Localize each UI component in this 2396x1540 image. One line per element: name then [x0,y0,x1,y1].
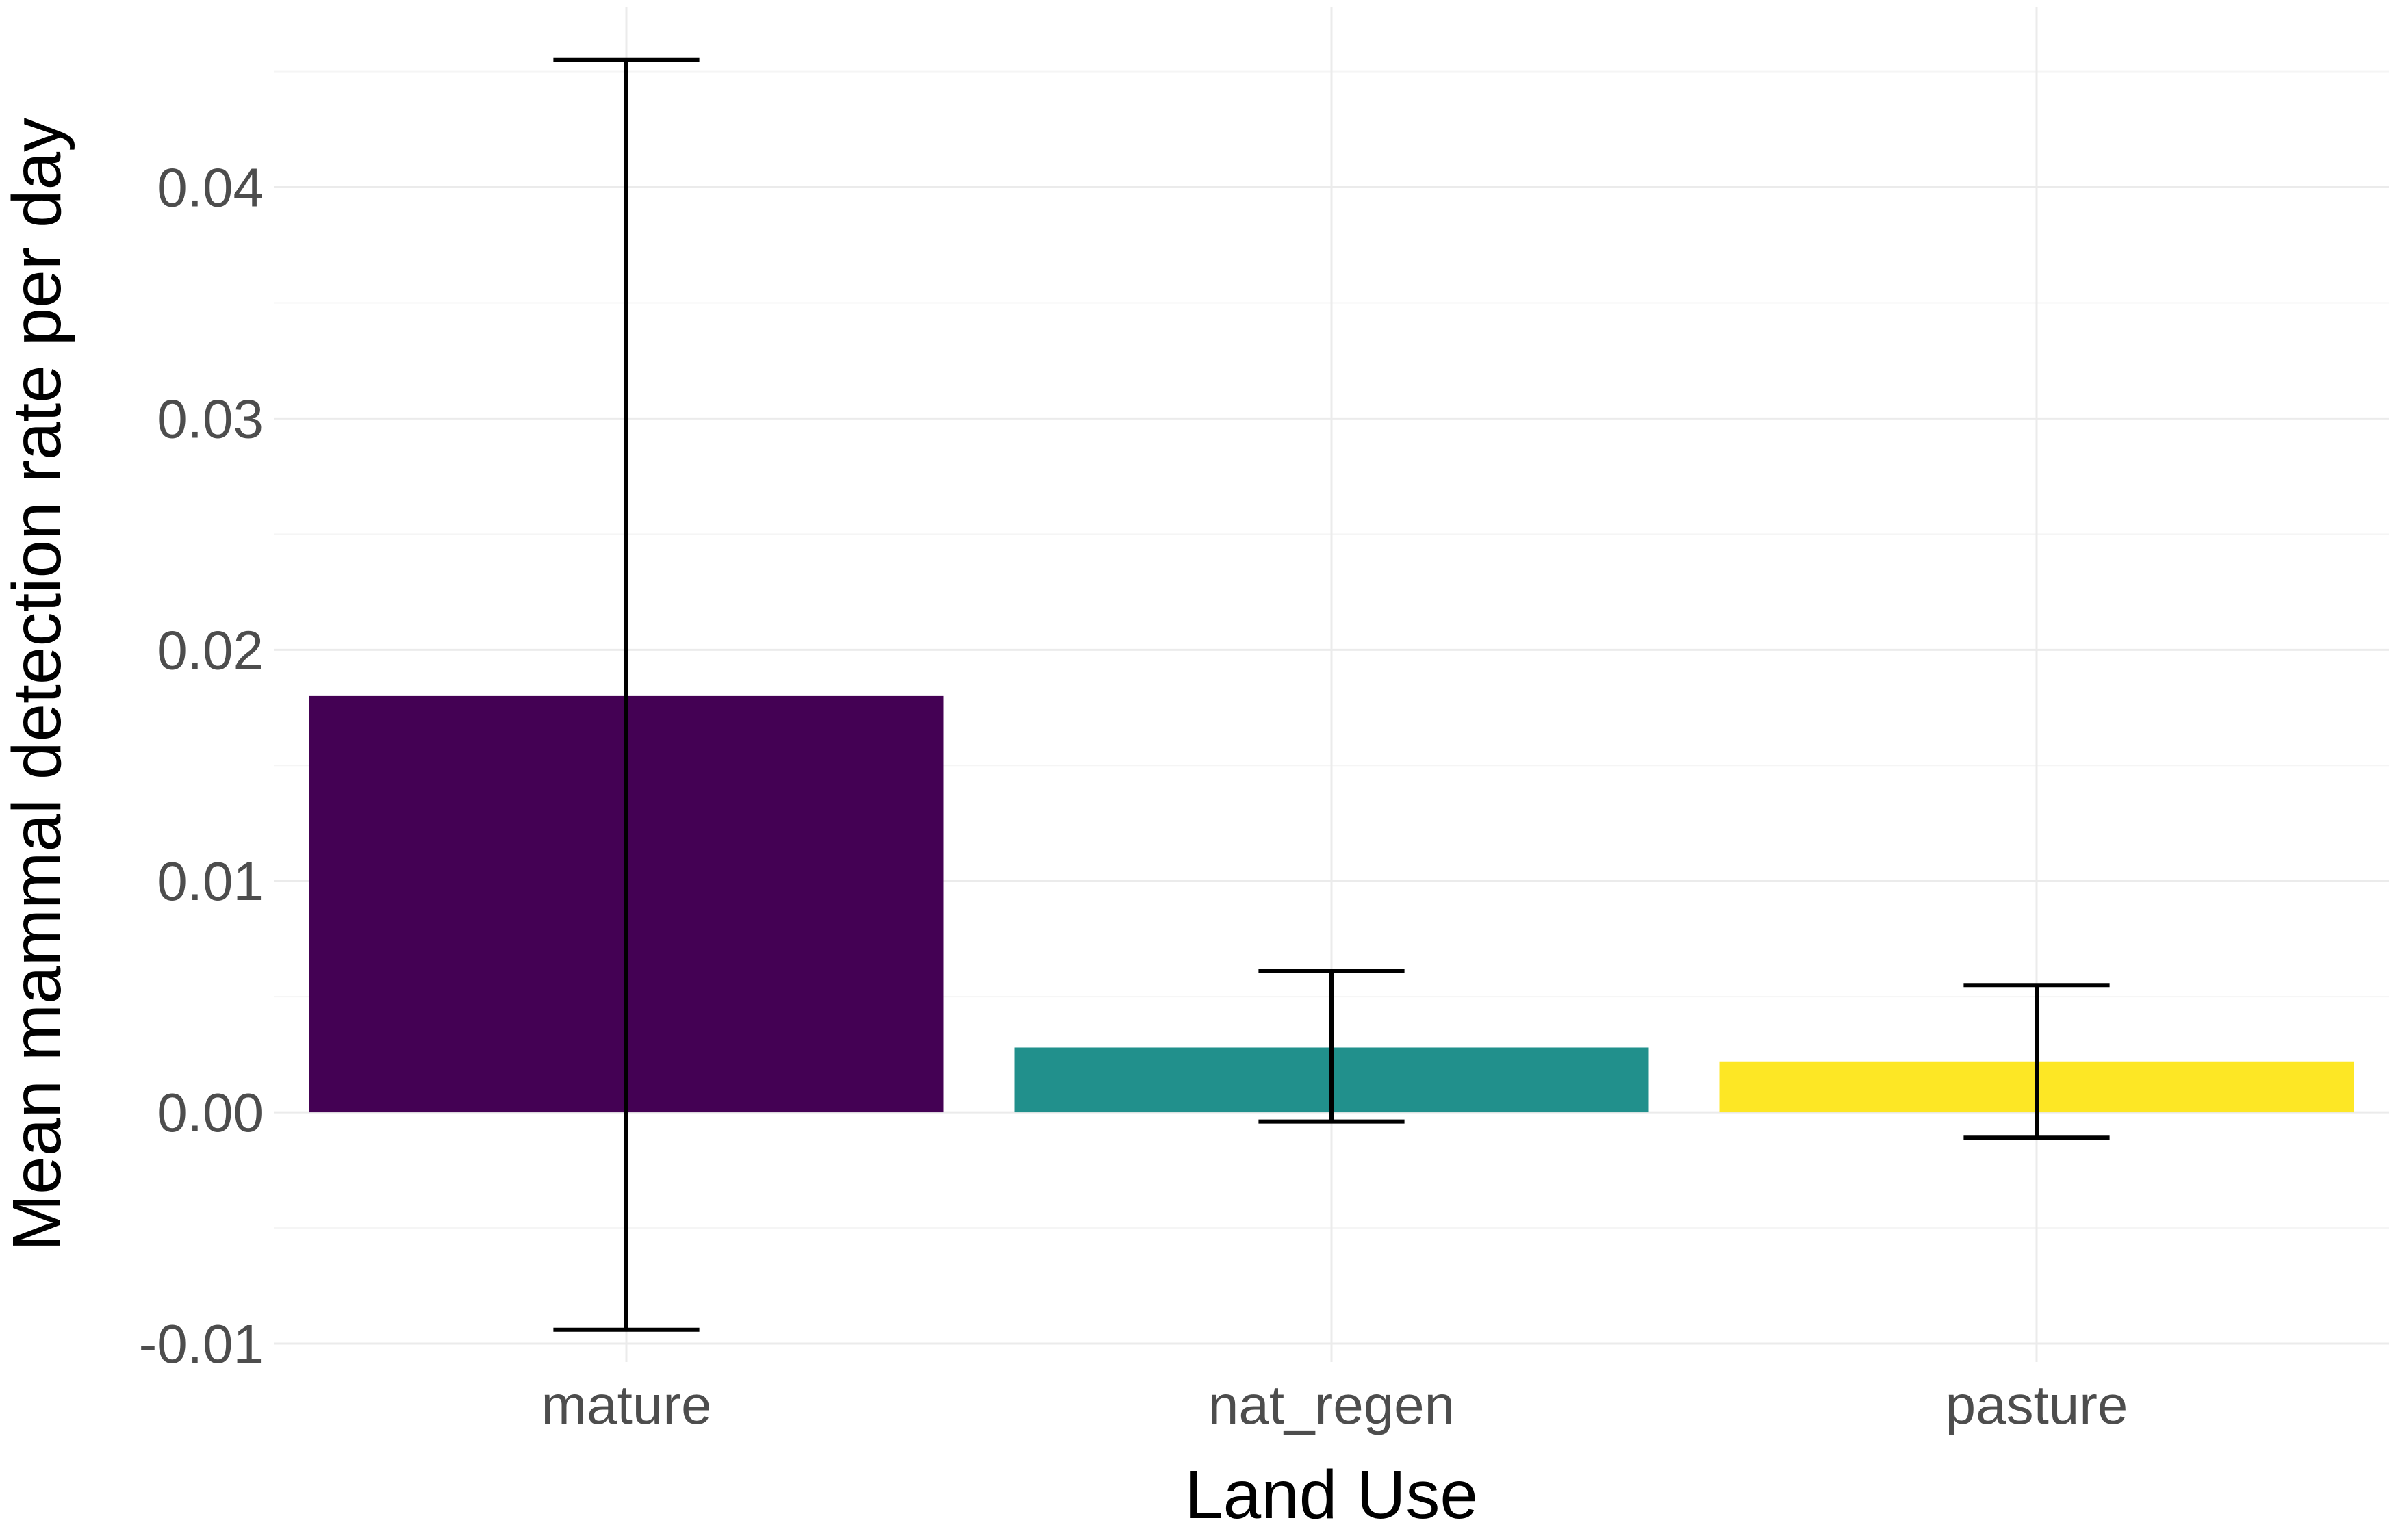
x-axis-ticks: mature nat_regen pasture [541,1374,2128,1435]
y-tick-label: 0.00 [157,1082,264,1143]
error-bars [553,57,2110,1332]
x-tick-label: nat_regen [1208,1374,1455,1435]
y-tick-label: 0.02 [157,619,264,680]
x-tick-label: pasture [1946,1374,2128,1435]
y-tick-label: -0.01 [139,1313,264,1374]
y-tick-label: 0.01 [157,851,264,912]
y-tick-label: 0.03 [157,388,264,449]
grid [274,7,2389,1362]
y-tick-label: 0.04 [157,157,264,218]
y-axis-ticks: -0.01 0.00 0.01 0.02 0.03 0.04 [139,157,264,1374]
x-tick-label: mature [541,1374,712,1435]
y-axis-title: Mean mammal detection rate per day [0,118,75,1251]
x-axis-title: Land Use [1185,1456,1478,1533]
